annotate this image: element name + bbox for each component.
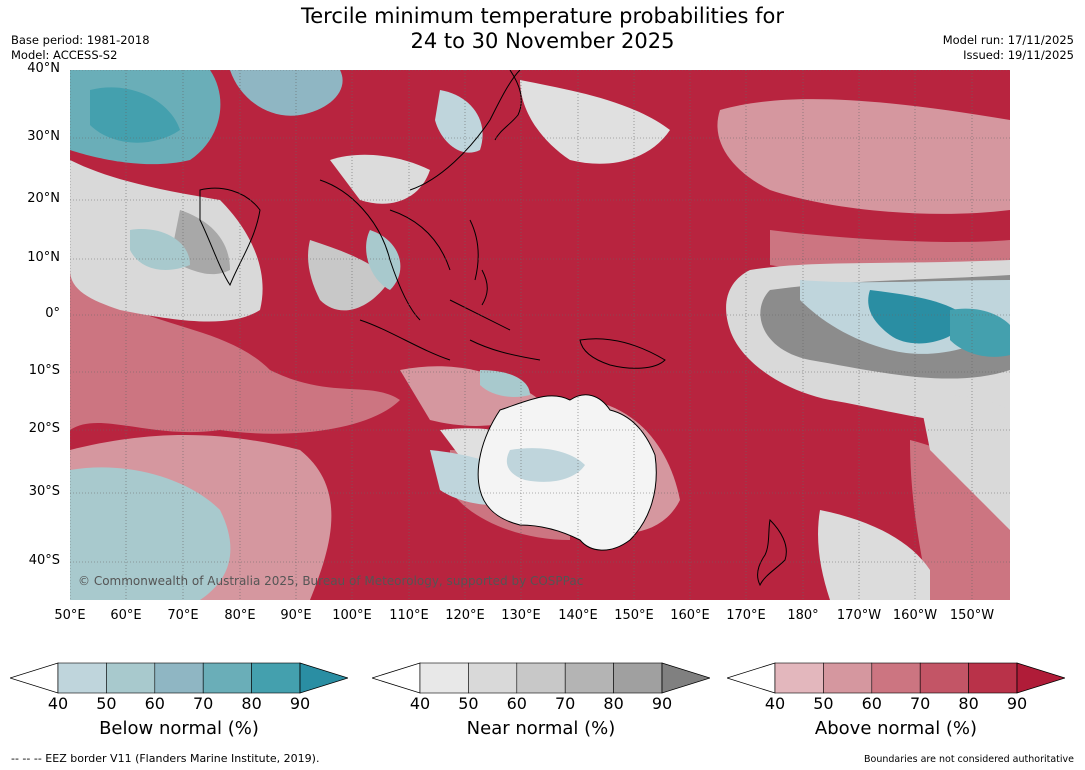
title-line-2: 24 to 30 November 2025: [410, 29, 675, 53]
colorbar-high-extension: [661, 662, 710, 694]
meta-right: Model run: 17/11/2025 Issued: 19/11/2025: [943, 33, 1074, 63]
colorbar: [372, 662, 710, 694]
latitude-label: 20°S: [28, 421, 60, 436]
title-line-1: Tercile minimum temperature probabilitie…: [300, 4, 785, 28]
map-title: Tercile minimum temperature probabilitie…: [0, 4, 1085, 54]
longitude-label: 70°E: [167, 608, 199, 623]
colorbar-segment: [154, 662, 204, 694]
colorbar-segment: [202, 662, 252, 694]
latitude-label: 30°S: [28, 484, 60, 499]
longitude-label: 160°E: [670, 608, 710, 623]
graticule-lines: [70, 70, 1010, 600]
colorbar-tick-label: 40: [409, 694, 431, 713]
colorbar-segment: [613, 662, 663, 694]
latitude-label: 40°N: [27, 61, 60, 76]
longitude-label: 80°E: [224, 608, 256, 623]
longitude-label: 150°W: [949, 608, 995, 623]
colorbar-low-extension: [372, 662, 421, 694]
colorbar-segment: [564, 662, 614, 694]
colorbar-segment: [106, 662, 156, 694]
longitude-label: 170°W: [836, 608, 882, 623]
colorbar-high-extension: [299, 662, 348, 694]
map-canvas: [70, 70, 1010, 600]
colorbar-tick-label: 50: [458, 694, 479, 713]
latitude-label: 10°S: [28, 363, 60, 378]
probability-map: [70, 70, 1010, 600]
longitude-label: 120°E: [445, 608, 485, 623]
colorbar-tick-label: 60: [144, 694, 165, 713]
southeast-asia-outline: [319, 179, 451, 321]
latitude-label: 10°N: [27, 250, 60, 265]
australia-interior-below: [506, 448, 585, 482]
philippines-outline: [469, 219, 488, 306]
china-coast-outline: [409, 70, 521, 191]
colorbar-segment: [419, 662, 469, 694]
colorbar-segment: [251, 662, 301, 694]
meta-left: Base period: 1981-2018 Model: ACCESS-S2: [11, 33, 150, 63]
colorbar-segment: [871, 662, 921, 694]
colorbar-tick-label: 70: [193, 694, 214, 713]
issued-date: Issued: 19/11/2025: [963, 48, 1074, 62]
colorbar-title: Near normal (%): [466, 718, 616, 739]
latitude-label: 30°N: [27, 129, 60, 144]
model-name: Model: ACCESS-S2: [11, 48, 118, 62]
colorbar-tick-label: 90: [651, 694, 673, 713]
colorbar-tick-label: 40: [764, 694, 786, 713]
colorbar-low-extension: [10, 662, 59, 694]
colorbar: [727, 662, 1065, 694]
longitude-label: 150°E: [614, 608, 654, 623]
indonesia-outline: [359, 299, 541, 361]
model-run: Model run: 17/11/2025: [942, 33, 1074, 47]
copyright-notice: © Commonwealth of Australia 2025, Bureau…: [78, 574, 584, 588]
colorbar-low-extension: [727, 662, 776, 694]
colorbar-title: Below normal (%): [99, 718, 259, 739]
colorbar-tick-label: 60: [861, 694, 882, 713]
colorbar: [10, 662, 348, 694]
colorbar-tick-label: 60: [506, 694, 527, 713]
latitude-label: 20°N: [27, 191, 60, 206]
colorbar-tick-label: 40: [47, 694, 69, 713]
longitude-label: 170°E: [726, 608, 766, 623]
latitude-label: 0°: [45, 306, 60, 321]
longitude-label: 110°E: [389, 608, 429, 623]
colorbar-segment: [968, 662, 1018, 694]
longitude-label: 50°E: [54, 608, 86, 623]
colorbar-title: Above normal (%): [814, 718, 978, 739]
japan-outline: [494, 70, 522, 141]
colorbar-tick-label: 80: [603, 694, 624, 713]
longitude-label: 60°E: [110, 608, 142, 623]
longitude-label: 140°E: [558, 608, 598, 623]
colorbar-tick-label: 70: [555, 694, 576, 713]
colorbar-ticks: 40 50 60 70 80 90: [372, 694, 710, 716]
colorbar-tick-label: 50: [813, 694, 834, 713]
longitude-label: 90°E: [280, 608, 312, 623]
colorbar-ticks: 40 50 60 70 80 90: [727, 694, 1065, 716]
colorbar-high-extension: [1016, 662, 1065, 694]
base-period: Base period: 1981-2018: [11, 33, 150, 47]
colorbar-segment: [823, 662, 873, 694]
colorbar-tick-label: 80: [958, 694, 979, 713]
below-normal-areas: [70, 70, 1010, 600]
colorbar-segment: [57, 662, 107, 694]
eez-border-note: -- -- -- EEZ border V11 (Flanders Marine…: [11, 752, 320, 765]
papua-new-guinea: [579, 338, 666, 369]
colorbar-tick-label: 50: [96, 694, 117, 713]
colorbar-segment: [774, 662, 824, 694]
longitude-label: 130°E: [501, 608, 541, 623]
colorbar-segment: [919, 662, 969, 694]
colorbar-tick-label: 90: [1006, 694, 1028, 713]
latitude-label: 40°S: [28, 553, 60, 568]
colorbar-tick-label: 80: [241, 694, 262, 713]
colorbar-tick-label: 90: [289, 694, 311, 713]
longitude-label: 100°E: [332, 608, 372, 623]
colorbar-tick-label: 70: [910, 694, 931, 713]
india-outline: [199, 187, 261, 287]
boundaries-disclaimer: Boundaries are not considered authoritat…: [864, 754, 1074, 765]
colorbar-ticks: 40 50 60 70 80 90: [10, 694, 348, 716]
new-zealand: [757, 518, 787, 587]
longitude-label: 160°W: [892, 608, 938, 623]
colorbar-segment: [468, 662, 518, 694]
colorbar-segment: [516, 662, 566, 694]
longitude-label: 180°: [787, 608, 819, 623]
